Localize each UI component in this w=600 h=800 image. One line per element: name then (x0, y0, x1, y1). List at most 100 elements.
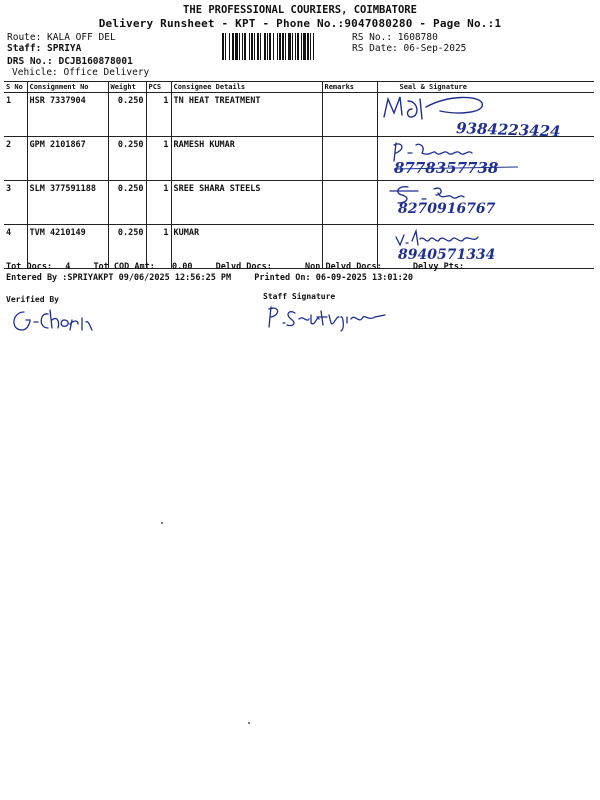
barcode-bar (279, 33, 281, 60)
barcode-bar (303, 33, 306, 60)
rs-date: RS Date: 06-Sep-2025 (352, 43, 467, 54)
col-header-weight: Weight (107, 81, 146, 93)
table-row: 2 GPM 2101867 0.250 1 RAMESH KUMAR 87783… (4, 136, 594, 181)
col-header-signature: Seal & Signature (376, 81, 594, 93)
vehicle-label: Vehicle: Office Delivery (12, 67, 150, 78)
company-title: THE PROFESSIONAL COURIERS, COIMBATORE (183, 4, 417, 16)
row-sno: 1 (4, 92, 27, 137)
barcode-bar (239, 33, 240, 60)
row-weight: 0.250 (107, 180, 146, 225)
barcode-bar (295, 33, 296, 60)
tot-cod-value: 0.00 (171, 262, 193, 272)
row-remarks (321, 180, 377, 225)
barcode-bar (310, 33, 311, 60)
totals-line: Tot Docs: 4 Tot COD Amt: 0.00 Delvd Docs… (6, 262, 464, 272)
staff-signature-label: Staff Signature (263, 292, 336, 301)
handwritten-phone: 8940571334 (398, 247, 495, 263)
verified-by-label: Verified By (6, 295, 59, 304)
barcode-bar (222, 33, 224, 60)
barcode-bar (229, 33, 230, 60)
row-weight: 0.250 (107, 136, 146, 181)
col-header-sno: S No (4, 81, 27, 93)
tot-cod-label: Tot COD Amt: (93, 262, 155, 272)
table-header-row: S No Consignment No Weight PCS Consignee… (4, 81, 594, 93)
row-pcs: 1 (145, 136, 171, 181)
barcode-bar (277, 33, 278, 60)
row-sno: 3 (4, 180, 27, 225)
barcode-bar (313, 33, 314, 60)
row-signature-cell: 8940571334 (376, 224, 594, 269)
col-header-consignment: Consignment No (26, 81, 108, 93)
tot-docs-label: Tot Docs: (6, 262, 53, 272)
verifier-signature (13, 309, 93, 331)
row-consignment: GPM 2101867 (26, 136, 108, 181)
row-consignee: KUMAR (170, 224, 322, 269)
handwritten-signature: 8270916767 (388, 186, 496, 217)
handwritten-phone: 9384223424 (455, 119, 560, 136)
row-remarks (321, 136, 377, 181)
tot-docs-value: 4 (65, 262, 71, 272)
row-consignee: TN HEAT TREATMENT (170, 92, 322, 137)
barcode-bar (244, 33, 246, 60)
barcode-bar (249, 33, 250, 60)
row-sno: 4 (4, 224, 27, 269)
handwritten-signature: 9384223424 (382, 96, 560, 136)
barcode-bar (254, 33, 255, 60)
non-delvd-docs-label: Non Delvd Docs: (305, 262, 382, 272)
barcode-image (222, 33, 314, 60)
col-header-remarks: Remarks (321, 81, 377, 93)
handwritten-signature: 8778357738 (392, 142, 518, 177)
row-consignment: TVM 4210149 (26, 224, 108, 269)
drs-number: DRS No.: DCJB160878001 (7, 56, 133, 67)
barcode-bar (285, 33, 286, 60)
row-signature-cell: 8778357738 (376, 136, 594, 181)
row-signature-cell: 9384223424 (376, 92, 594, 137)
row-consignee: RAMESH KUMAR (170, 136, 322, 181)
barcode-bar (269, 33, 271, 60)
barcode-bar (232, 33, 234, 60)
row-pcs: 1 (145, 224, 171, 269)
row-weight: 0.250 (107, 224, 146, 269)
barcode-bar (260, 33, 261, 60)
col-header-consignee: Consignee Details (170, 81, 322, 93)
route-label: Route: KALA OFF DEL (7, 32, 116, 43)
barcode-bar (235, 33, 238, 60)
table-row: 3 SLM 377591188 0.250 1 SREE SHARA STEEL… (4, 180, 594, 225)
barcode-bar (251, 33, 253, 60)
delvd-docs-label: Delvd Docs: (215, 262, 272, 272)
runsheet-table: S No Consignment No Weight PCS Consignee… (4, 81, 594, 269)
barcode-bar (282, 33, 284, 60)
row-pcs: 1 (145, 92, 171, 137)
stray-dot (161, 522, 163, 524)
row-pcs: 1 (145, 180, 171, 225)
barcode-bar (292, 33, 293, 60)
stray-dot (248, 722, 250, 724)
barcode-bar (307, 33, 309, 60)
runsheet-subtitle: Delivery Runsheet - KPT - Phone No.:9047… (98, 17, 502, 30)
barcode-bar (257, 33, 259, 60)
barcode-bar (288, 33, 291, 60)
handwritten-signature: 8940571334 (394, 228, 495, 263)
entered-by: Entered By :SPRIYAKPT 09/06/2025 12:56:2… (6, 273, 232, 283)
delvy-pts-label: Delvy Pts: (412, 262, 465, 272)
rs-number: RS No.: 1608780 (352, 32, 438, 43)
printed-on: Printed On: 06-09-2025 13:01:20 (254, 273, 413, 283)
barcode-bar (264, 33, 266, 60)
staff-label: Staff: SPRIYA (7, 43, 82, 54)
col-header-pcs: PCS (145, 81, 171, 93)
row-sno: 2 (4, 136, 27, 181)
row-consignment: SLM 377591188 (26, 180, 108, 225)
row-weight: 0.250 (107, 92, 146, 137)
barcode-bar (267, 33, 268, 60)
barcode-bar (225, 33, 226, 60)
row-signature-cell: 8270916767 (376, 180, 594, 225)
barcode-bar (297, 33, 299, 60)
table-row: 1 HSR 7337904 0.250 1 TN HEAT TREATMENT … (4, 92, 594, 137)
barcode-bar (273, 33, 274, 60)
handwritten-phone: 8270916767 (398, 201, 496, 217)
row-consignee: SREE SHARA STEELS (170, 180, 322, 225)
row-remarks (321, 224, 377, 269)
row-remarks (321, 92, 377, 137)
table-row: 4 TVM 4210149 0.250 1 KUMAR 8940571334 (4, 224, 594, 269)
staff-handwritten-signature (268, 306, 386, 332)
